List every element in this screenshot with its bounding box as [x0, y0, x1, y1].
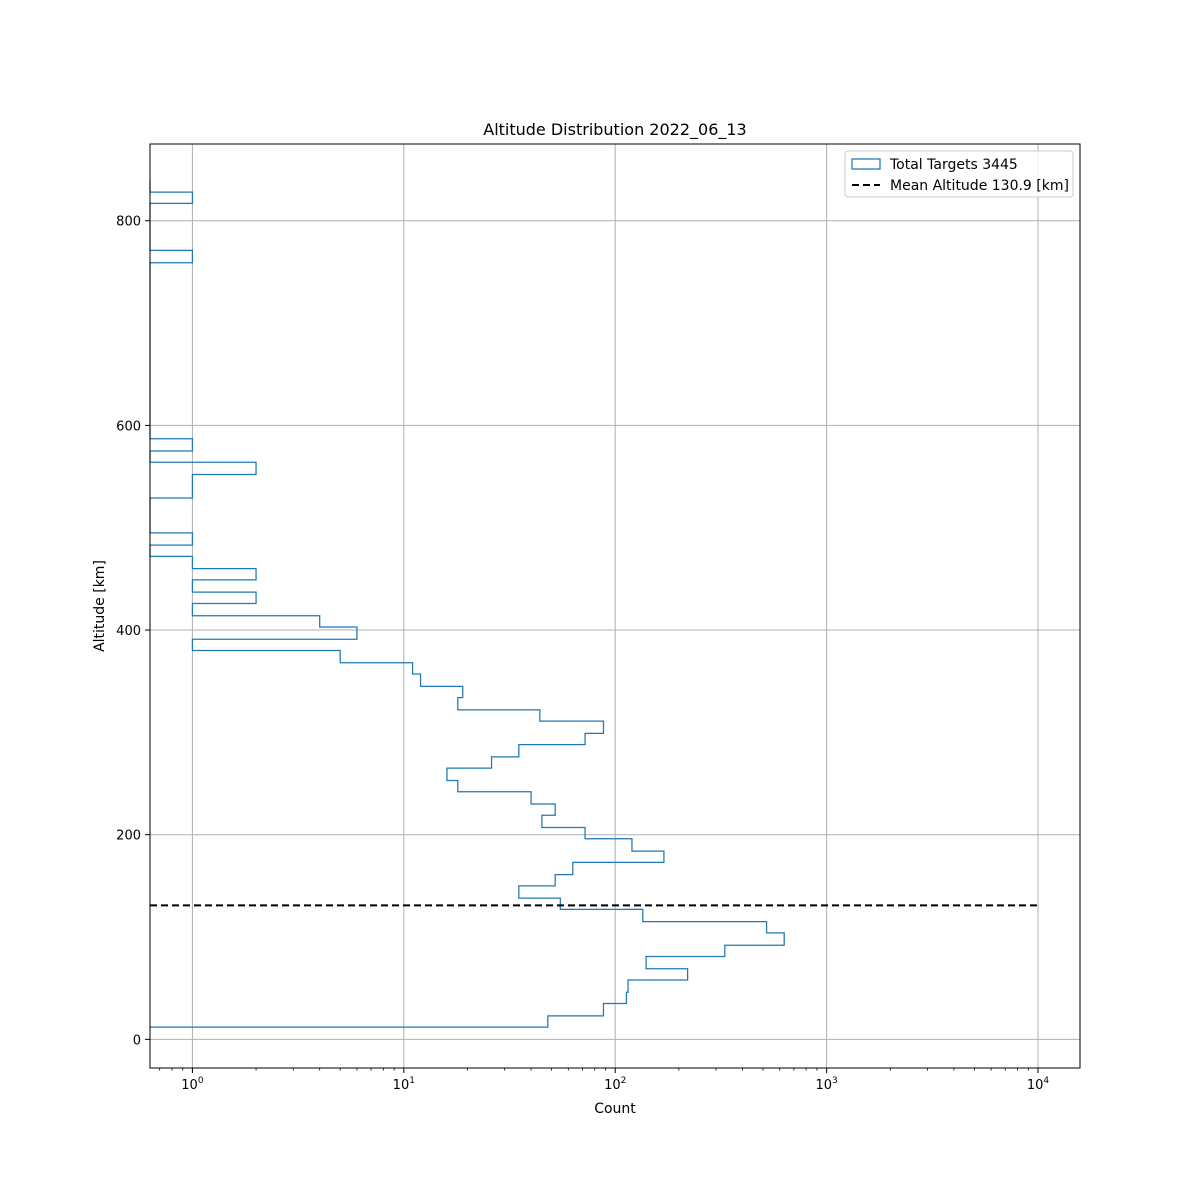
y-tick-label: 600: [116, 419, 141, 434]
legend-box: [844, 150, 1074, 198]
x-tick-label: 103: [815, 1076, 837, 1093]
legend-swatch-histogram: [851, 158, 881, 170]
y-tick-label: 400: [116, 624, 141, 639]
x-tick-label: 101: [393, 1076, 415, 1093]
axis-ticks: 100 101 102 103 104 0 200 400 600 800: [116, 215, 1049, 1093]
x-axis-label: Count: [594, 1101, 636, 1117]
y-tick-label: 0: [133, 1033, 141, 1048]
legend-label-mean-line: Mean Altitude 130.9 [km]: [890, 178, 1069, 194]
chart-title: Altitude Distribution 2022_06_13: [483, 120, 746, 140]
x-tick-label: 100: [181, 1076, 204, 1093]
legend: Total Targets 3445 Mean Altitude 130.9 […: [844, 150, 1074, 198]
x-tick-label: 102: [604, 1076, 626, 1093]
legend-label-histogram: Total Targets 3445: [889, 157, 1018, 173]
y-tick-label: 800: [116, 215, 141, 230]
y-tick-label: 200: [116, 829, 141, 844]
x-tick-label: 104: [1027, 1076, 1050, 1093]
grid-lines: [150, 144, 1080, 1068]
y-axis-label: Altitude [km]: [92, 560, 108, 652]
